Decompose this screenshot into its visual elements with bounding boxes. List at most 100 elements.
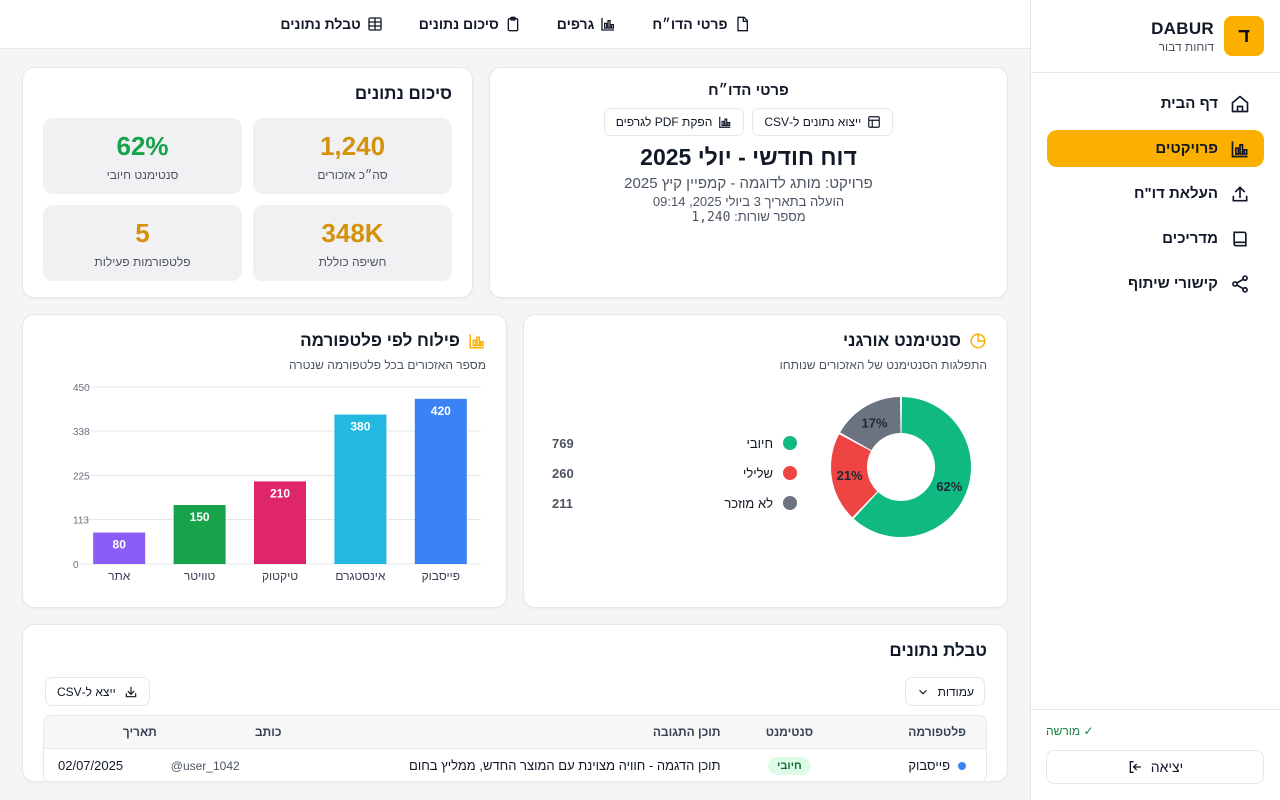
book-icon bbox=[1230, 229, 1250, 249]
stat-label: סנטימנט חיובי bbox=[107, 168, 179, 182]
report-details-title: פרטי הדו״ח bbox=[490, 82, 1007, 99]
cell-sentiment: חיובי bbox=[731, 757, 849, 775]
brand-subtitle: דוחות דבור bbox=[1159, 40, 1214, 54]
tab-report-details[interactable]: פרטי הדו״ח bbox=[652, 16, 749, 32]
bar-value-label: 210 bbox=[270, 486, 290, 500]
cell-author: @user_1042 bbox=[157, 758, 282, 773]
platform-subtitle: מספר האזכורים בכל פלטפורמה שנטרה bbox=[289, 358, 486, 372]
clipboard-icon bbox=[505, 16, 521, 32]
download-icon bbox=[124, 685, 138, 699]
pie-chart-icon bbox=[969, 332, 987, 350]
header-author[interactable]: כותב bbox=[157, 725, 282, 739]
report-details-card: פרטי הדו״ח ייצוא נתונים ל-CSV הפקת PDF ל… bbox=[489, 67, 1008, 298]
columns-label: עמודות bbox=[938, 685, 974, 699]
table-title: טבלת נתונים bbox=[889, 641, 987, 661]
author-handle: @user_1042 bbox=[171, 759, 240, 773]
brand-logo: ד bbox=[1224, 16, 1264, 56]
y-tick-label: 113 bbox=[73, 516, 89, 527]
bar-chart-icon bbox=[718, 115, 732, 129]
legend-swatch bbox=[783, 496, 797, 510]
report-project: פרויקט: מותג לדוגמה - קמפיין קיץ 2025 bbox=[490, 175, 1007, 192]
legend-swatch bbox=[783, 436, 797, 450]
slice-percent-label: 17% bbox=[861, 415, 887, 430]
legend-count: 260 bbox=[552, 466, 574, 481]
stat-label: סה״כ אזכורים bbox=[317, 168, 387, 182]
legend-name: חיובי bbox=[747, 436, 773, 451]
export-csv-label: ייצוא נתונים ל-CSV bbox=[764, 115, 861, 129]
license-status: ✓ מורשה bbox=[1046, 724, 1264, 738]
sentiment-title: סנטימנט אורגני bbox=[843, 331, 987, 351]
table-icon bbox=[367, 16, 383, 32]
stat-value: 5 bbox=[135, 218, 149, 249]
header-platform[interactable]: פלטפורמה bbox=[848, 725, 986, 739]
sidebar-nav: דף הבית פרויקטים העלאת דו"ח מדריכים קישו… bbox=[1031, 73, 1280, 314]
legend-count: 769 bbox=[552, 436, 574, 451]
bar-chart-icon bbox=[1230, 139, 1250, 159]
logout-button[interactable]: יציאה bbox=[1046, 750, 1264, 784]
header-content[interactable]: תוכן התגובה bbox=[282, 725, 731, 739]
bar-value-label: 380 bbox=[350, 420, 370, 434]
bar[interactable] bbox=[415, 399, 467, 564]
export-pdf-label: הפקת PDF לגרפים bbox=[616, 115, 713, 129]
bar-chart-icon bbox=[600, 16, 616, 32]
tab-charts[interactable]: גרפים bbox=[557, 16, 617, 32]
x-category-label: טוויטר bbox=[184, 569, 216, 583]
tab-label: גרפים bbox=[557, 16, 595, 32]
platform-dot bbox=[958, 762, 966, 770]
cell-date: 02/07/2025 bbox=[44, 758, 157, 773]
row-count-label: מספר שורות: bbox=[734, 209, 806, 224]
sidebar-item-share-links[interactable]: קישורי שיתוף bbox=[1047, 265, 1264, 302]
report-row-count: מספר שורות: 1,240 bbox=[490, 209, 1007, 225]
sentiment-badge: חיובי bbox=[768, 757, 811, 775]
sentiment-donut-chart: 62%21%17% bbox=[826, 395, 976, 545]
x-category-label: טיקטוק bbox=[262, 569, 298, 583]
platform-title-text: פילוח לפי פלטפורמה bbox=[300, 331, 460, 351]
data-table-card: טבלת נתונים עמודות ייצא ל-CSV פלטפורמה ס… bbox=[22, 624, 1008, 782]
export-csv-button[interactable]: ייצוא נתונים ל-CSV bbox=[752, 108, 893, 136]
sidebar-item-guides[interactable]: מדריכים bbox=[1047, 220, 1264, 257]
header-sentiment[interactable]: סנטימנט bbox=[731, 725, 849, 739]
columns-dropdown[interactable]: עמודות bbox=[905, 677, 985, 706]
bar[interactable] bbox=[334, 415, 386, 564]
sentiment-header: סנטימנט אורגני התפלגות הסנטימנט של האזכו… bbox=[780, 331, 987, 372]
report-actions: ייצוא נתונים ל-CSV הפקת PDF לגרפים bbox=[490, 108, 1007, 136]
row-count-value: 1,240 bbox=[691, 210, 730, 225]
stat-total-exposure: 348K חשיפה כוללת bbox=[253, 205, 452, 281]
tab-data-summary[interactable]: סיכום נתונים bbox=[419, 16, 521, 32]
platform-name: פייסבוק bbox=[908, 758, 950, 773]
home-icon bbox=[1230, 94, 1250, 114]
stat-active-platforms: 5 פלטפורמות פעילות bbox=[43, 205, 242, 281]
table-row[interactable]: פייסבוק חיובי תוכן הדגמה - חוויה מצוינת … bbox=[44, 749, 986, 782]
cell-platform: פייסבוק bbox=[848, 758, 986, 773]
sidebar-item-home[interactable]: דף הבית bbox=[1047, 85, 1264, 122]
bar-chart-icon bbox=[468, 332, 486, 350]
slice-percent-label: 21% bbox=[837, 468, 863, 483]
export-csv-table-button[interactable]: ייצא ל-CSV bbox=[45, 677, 150, 706]
stat-total-mentions: 1,240 סה״כ אזכורים bbox=[253, 118, 452, 194]
export-label: ייצא ל-CSV bbox=[57, 685, 116, 699]
export-pdf-button[interactable]: הפקת PDF לגרפים bbox=[604, 108, 745, 136]
legend-row-not-mentioned: 211 לא מוזכר bbox=[552, 488, 797, 518]
stat-value: 62% bbox=[116, 131, 168, 162]
header-date[interactable]: תאריך bbox=[44, 725, 157, 739]
sidebar-item-projects[interactable]: פרויקטים bbox=[1047, 130, 1264, 167]
sidebar-item-upload[interactable]: העלאת דו"ח bbox=[1047, 175, 1264, 212]
top-tab-bar: פרטי הדו״ח גרפים סיכום נתונים טבלת נתוני… bbox=[0, 0, 1030, 49]
legend-row-negative: 260 שלילי bbox=[552, 458, 797, 488]
sidebar-item-label: העלאת דו"ח bbox=[1134, 185, 1218, 202]
upload-icon bbox=[1230, 184, 1250, 204]
table-icon bbox=[867, 115, 881, 129]
platform-breakdown-card: 0113225338450420פייסבוק380אינסטגרם210טיק… bbox=[22, 314, 507, 608]
x-category-label: אינסטגרם bbox=[335, 569, 386, 583]
stat-positive-sentiment: 62% סנטימנט חיובי bbox=[43, 118, 242, 194]
sidebar-item-label: מדריכים bbox=[1162, 230, 1218, 247]
tab-label: פרטי הדו״ח bbox=[652, 16, 727, 32]
sidebar-footer: ✓ מורשה יציאה bbox=[1030, 709, 1280, 800]
logout-icon bbox=[1127, 759, 1143, 775]
report-upload-date: הועלה בתאריך 3 ביולי 2025, 09:14 bbox=[490, 194, 1007, 209]
cell-content: תוכן הדגמה - חוויה מצוינת עם המוצר החדש,… bbox=[282, 758, 731, 773]
share-icon bbox=[1230, 274, 1250, 294]
tab-data-table[interactable]: טבלת נתונים bbox=[280, 16, 382, 32]
bar-value-label: 80 bbox=[113, 538, 127, 552]
data-summary-card: סיכום נתונים 1,240 סה״כ אזכורים 62% סנטי… bbox=[22, 67, 473, 298]
